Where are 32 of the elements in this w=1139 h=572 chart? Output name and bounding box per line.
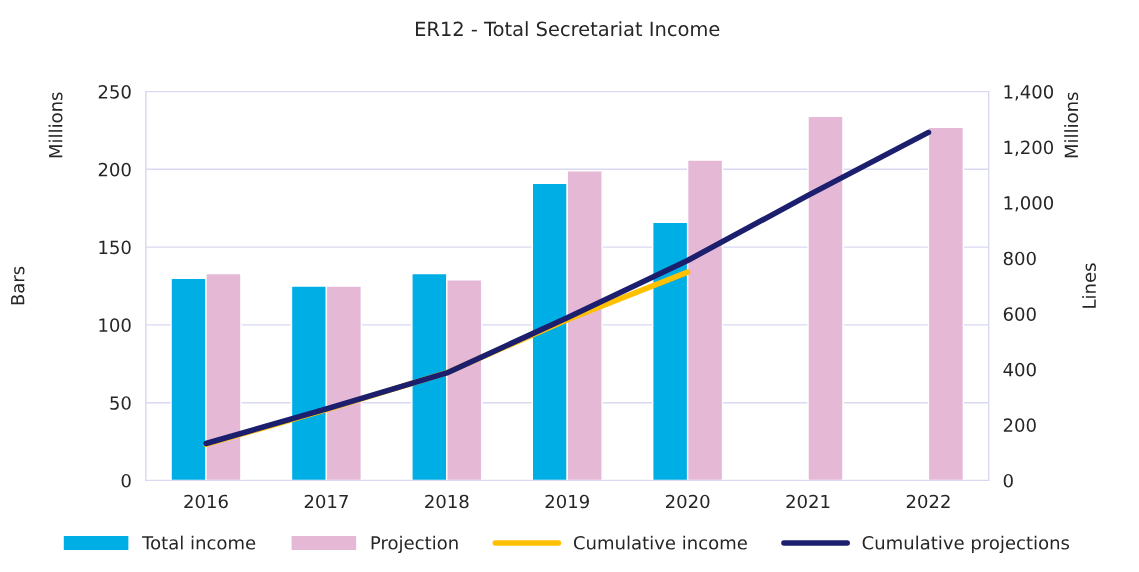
legend-label: Cumulative income <box>573 535 747 550</box>
x-tick-label: 2017 <box>304 494 348 509</box>
y2-tick-label: 200 <box>1003 418 1036 433</box>
legend-label: Cumulative projections <box>862 535 1070 554</box>
y2-tick-label: 1,200 <box>1004 140 1054 157</box>
y-axis-title: Bars <box>11 266 25 305</box>
y-tick-label: 250 <box>98 84 131 99</box>
x-tick-label: 2021 <box>786 494 830 509</box>
x-tick-label: 2020 <box>665 494 710 509</box>
y2-axis-title: Lines <box>1082 263 1096 308</box>
y-tick-label: 200 <box>98 162 131 177</box>
y2-tick-label: 400 <box>1003 362 1036 377</box>
y2-tick-label: 600 <box>1003 307 1036 321</box>
y2-tick-label: 0 <box>1003 473 1013 488</box>
y-tick-label: 0 <box>121 473 131 488</box>
y-tick-label: 100 <box>99 318 131 333</box>
legend-label: Projection <box>371 535 458 554</box>
x-tick-label: 2022 <box>906 494 950 509</box>
y2-tick-label: 1,400 <box>1004 84 1054 101</box>
y-tick-label: 50 <box>110 396 131 410</box>
x-tick-label: 2019 <box>545 494 589 509</box>
y-tick-label: 150 <box>99 240 131 255</box>
legend-label: Total income <box>142 535 256 550</box>
bar <box>807 115 844 481</box>
x-tick-label: 2018 <box>425 494 469 509</box>
bar <box>927 126 965 481</box>
text: Millions <box>48 92 63 158</box>
y2-tick-label: 800 <box>1003 251 1036 266</box>
chart-title: ER12 - Total Secretariat Income <box>416 21 720 37</box>
y2-tick-label: 1,000 <box>1004 196 1054 212</box>
text: Millions <box>1064 92 1079 158</box>
x-tick-label: 2016 <box>184 494 228 509</box>
